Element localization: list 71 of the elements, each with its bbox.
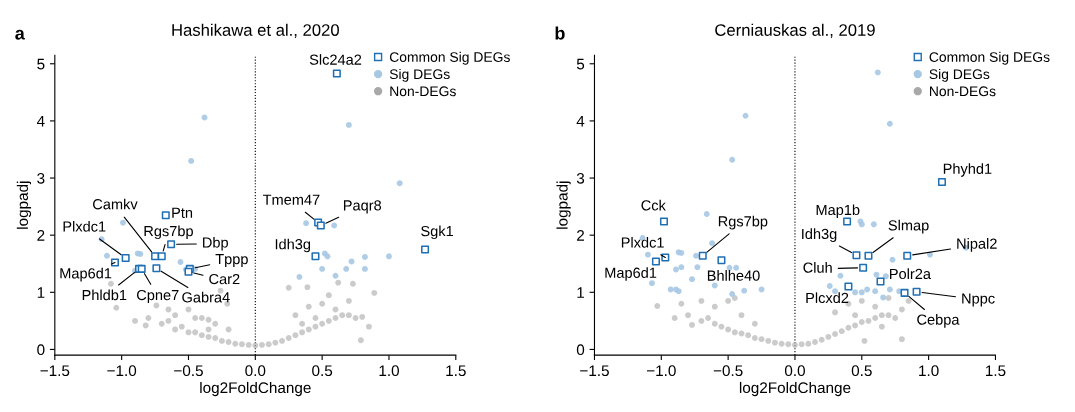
annotation: Slc24a2 [309,54,362,65]
annotation: Cluh [803,262,832,273]
annotation: Cck [641,199,666,211]
legend-label: Sig DEGs [929,68,990,82]
x-tick-label: 1.0 [379,365,399,377]
text: b [555,26,565,40]
y-tick-label: 4 [36,115,45,127]
y-tick-label: 3 [37,172,45,184]
legend-label: Common Sig DEGs [389,51,510,65]
annotation: Dbp [203,236,228,251]
x-tick-label: −1.5 [580,365,609,377]
x-tick-label: −1.0 [646,365,676,377]
annotation: Cebpa [917,314,960,328]
y-tick-label: 3 [576,172,585,184]
x-tick-label: 0.5 [312,365,333,377]
y-tick-label: 1 [37,287,45,298]
legend-label: Non-DEGs [390,86,456,97]
y-tick-label: 0 [37,344,45,356]
chart-title: Cerniauskas al., 2019 [715,23,875,38]
text: a [15,29,25,40]
x-tick-label: 0.0 [245,365,266,377]
annotation: Nppc [962,293,995,307]
legend-label: Non-DEGs [930,86,996,97]
annotation: Plcxd2 [806,292,849,304]
annotation: Phyhd1 [943,163,992,177]
annotation: Gabra4 [182,291,230,303]
annotation: Idh3g [802,228,837,242]
x-tick-label: 0.0 [784,365,805,377]
annotation: Polr2a [890,268,931,280]
y-tick-label: 1 [577,287,585,298]
x-tick-label: −0.5 [713,365,743,377]
x-tick-label: 0.5 [851,365,872,377]
x-tick-label: 1.0 [919,365,939,377]
y-axis-title: logpadj [556,181,571,229]
annotation: Rgs7bp [718,215,768,230]
legend-label: Sig DEGs [389,68,450,82]
x-tick-label: −1.5 [40,365,70,377]
y-tick-label: 2 [37,230,45,241]
annotation: Rgs7bp [144,225,193,240]
annotation: Nipal2 [957,238,997,252]
annotation: Map1b [816,204,860,218]
x-tick-label: 1.5 [986,365,1006,377]
annotation: Cpne7 [137,289,179,304]
x-axis-title: log2FoldChange [200,381,311,397]
annotation: Car2 [209,273,240,285]
annotation: Map6d1 [605,267,657,281]
annotation: Sgk1 [421,225,453,240]
annotation: Map6d1 [60,267,112,282]
y-tick-label: 2 [577,230,584,241]
annotation: Bhlhe40 [707,270,760,281]
y-tick-label: 5 [37,58,45,70]
annotation: Ptn [172,207,193,218]
x-tick-label: −1.0 [107,365,137,377]
y-axis-title: logpadj [16,181,32,229]
annotation: Idh3g [275,238,311,253]
x-axis-title: log2FoldChange [739,381,851,397]
y-tick-label: 4 [576,115,585,127]
annotation: Paqr8 [343,200,382,214]
x-tick-label: 1.5 [446,365,466,377]
annotation: Slmap [888,219,929,234]
annotation: Camkv [93,198,138,210]
annotation: Tppp [215,254,248,268]
y-tick-label: 5 [576,58,585,70]
annotation: Plxdc1 [621,236,664,248]
annotation: Phldb1 [82,289,127,301]
annotation: Tmem47 [262,194,320,205]
legend-label: Common Sig DEGs [929,51,1050,65]
chart-title: Hashikawa et al., 2020 [172,23,339,38]
annotation: Plxdc1 [63,220,106,232]
x-tick-label: −0.5 [174,365,203,377]
y-tick-label: 0 [576,344,585,356]
